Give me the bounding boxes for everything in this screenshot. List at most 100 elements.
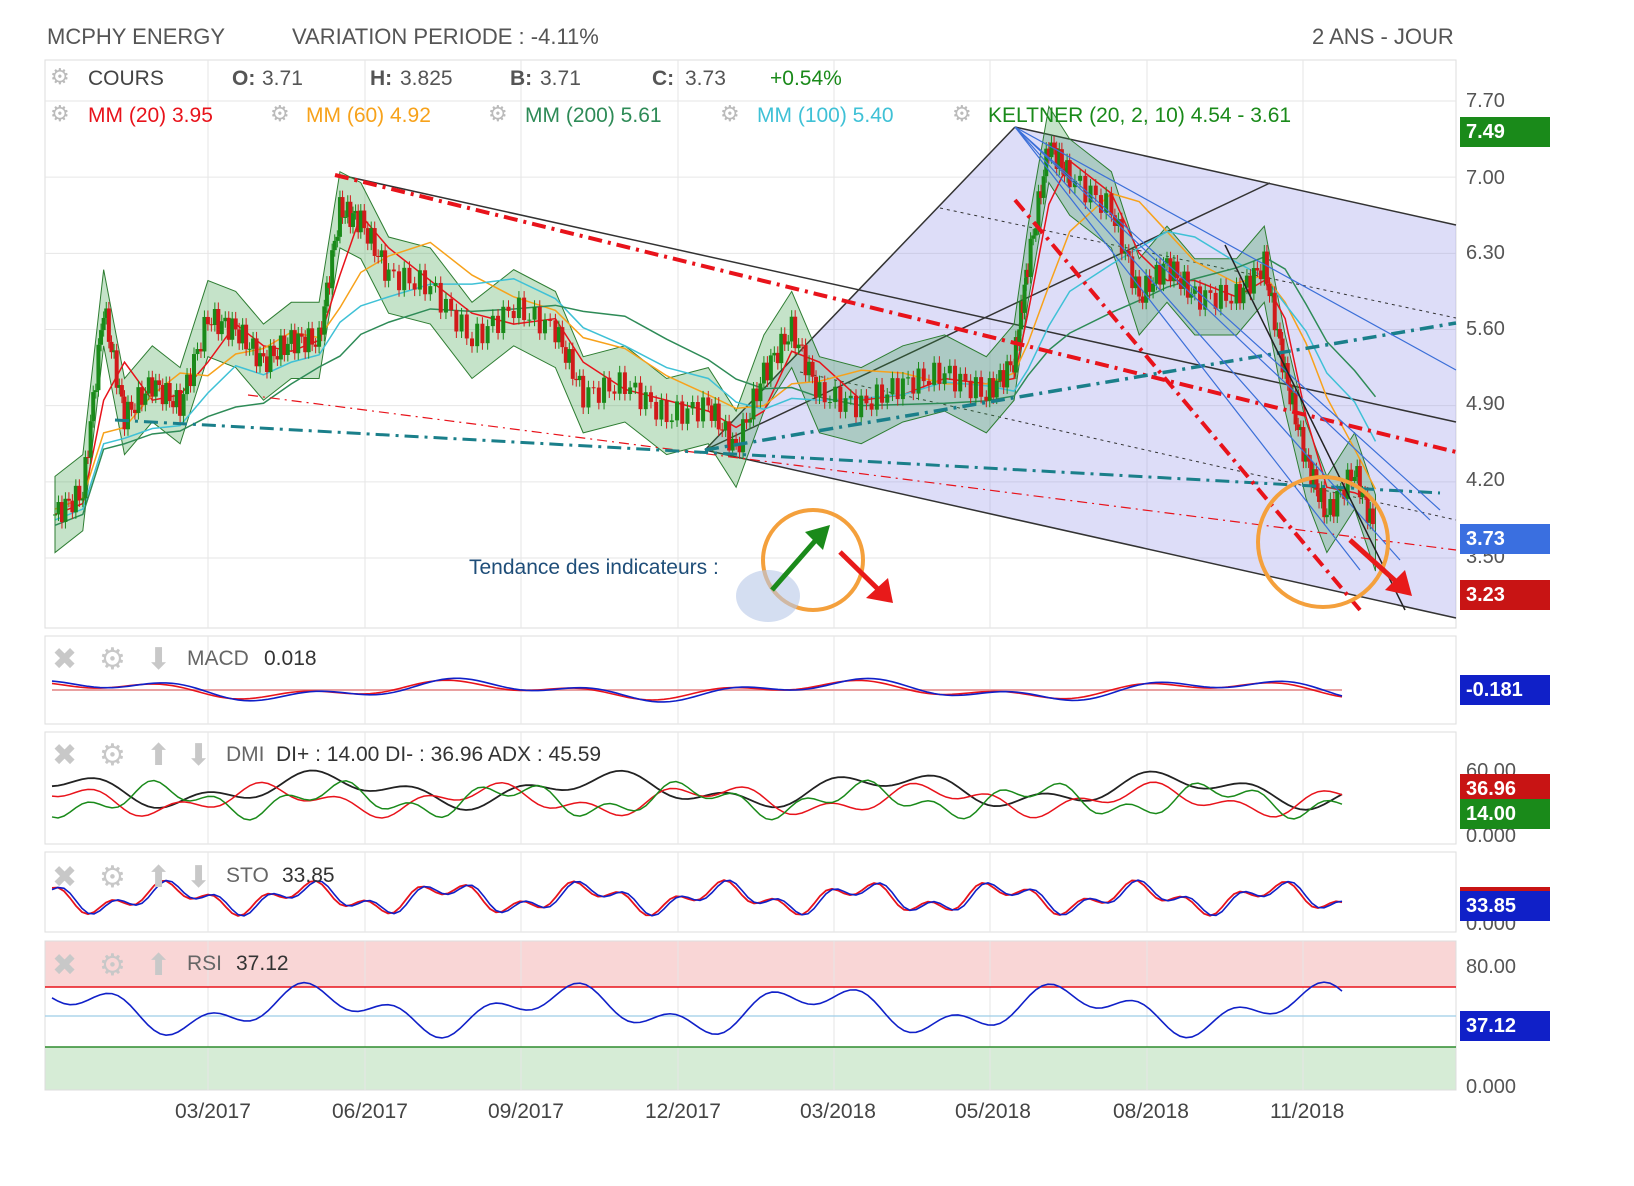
candle-body <box>817 382 822 398</box>
y-tick: 4.20 <box>1466 469 1505 491</box>
candle-body <box>643 392 648 410</box>
mm100-legend: MM (100) 5.40 <box>757 104 894 127</box>
arrow-up-icon[interactable]: ⬆ <box>146 739 172 772</box>
candle-body <box>782 333 787 345</box>
gear-icon[interactable]: ⚙ <box>952 101 972 126</box>
gear-icon[interactable]: ⚙ <box>50 64 70 89</box>
arrow-up-icon[interactable]: ⬆ <box>146 861 172 894</box>
rsi-y-bottom: 0.000 <box>1466 1076 1517 1098</box>
arrow-up-icon[interactable]: ⬆ <box>146 949 172 982</box>
candle-body <box>1057 149 1062 169</box>
candle-body <box>1026 269 1030 278</box>
candle-body <box>695 402 700 422</box>
candle-body <box>327 282 332 289</box>
candle-body <box>485 326 490 344</box>
candle-body <box>251 338 256 349</box>
gear-icon[interactable]: ⚙ <box>720 101 740 126</box>
x-tick: 06/2017 <box>332 1100 408 1123</box>
candle-body <box>223 317 228 322</box>
variation-label: VARIATION PERIODE : -4.11% <box>292 24 599 49</box>
close-icon[interactable]: ✖ <box>52 861 78 894</box>
candle-body <box>874 384 879 410</box>
arrow-down-icon[interactable]: ⬇ <box>146 643 172 676</box>
candle-body <box>313 344 318 347</box>
candle-body <box>324 282 329 307</box>
candle-body <box>219 321 224 335</box>
arrow-down-icon[interactable]: ⬇ <box>186 739 212 772</box>
candle-body <box>348 201 353 227</box>
candle-body <box>1317 489 1322 502</box>
candle-body <box>1251 268 1256 294</box>
candle-body <box>350 213 355 227</box>
candle-body <box>59 502 64 523</box>
pitchfork-median <box>704 182 1271 451</box>
candle-body <box>470 338 474 347</box>
close-icon[interactable]: ✖ <box>52 643 78 676</box>
macd-badge: -0.181 <box>1460 675 1550 705</box>
candle-body <box>1357 466 1362 498</box>
fan-line <box>1014 126 1431 521</box>
candle-body <box>516 297 521 319</box>
candle-body <box>607 377 612 392</box>
candle-body <box>345 201 350 217</box>
x-tick: 11/2018 <box>1270 1100 1345 1123</box>
gear-icon[interactable]: ⚙ <box>50 101 70 126</box>
candle-body <box>1168 258 1173 281</box>
candle-body <box>93 390 98 393</box>
candle-body <box>1264 251 1269 284</box>
candle-body <box>178 390 183 416</box>
period-label[interactable]: 2 ANS - JOUR <box>1312 24 1454 49</box>
candle-body <box>638 382 643 410</box>
candle-body <box>114 350 119 388</box>
candle-body <box>1309 461 1314 487</box>
candle-body <box>459 314 464 332</box>
gear-icon[interactable]: ⚙ <box>99 739 126 772</box>
price-arrow-head <box>1385 570 1412 596</box>
candle-body <box>1093 185 1098 196</box>
candle-body <box>1165 258 1169 264</box>
trendline-black-down <box>1224 244 1406 611</box>
price-arrow-shaft <box>1348 538 1402 587</box>
trend-circle <box>761 508 865 612</box>
candle-body <box>88 421 93 458</box>
gear-icon[interactable]: ⚙ <box>488 101 508 126</box>
candle-body <box>1319 487 1324 502</box>
candle-body <box>181 394 186 416</box>
candle-body <box>648 392 653 402</box>
close-icon[interactable]: ✖ <box>52 949 78 982</box>
fan-line <box>1014 126 1361 571</box>
candle-body <box>542 319 547 334</box>
candle-body <box>438 282 443 313</box>
mm60-legend: MM (60) 4.92 <box>306 104 431 127</box>
gear-icon[interactable]: ⚙ <box>99 643 126 676</box>
candle-body <box>1290 392 1295 405</box>
candle-body <box>814 376 819 398</box>
arrow-down-icon[interactable]: ⬇ <box>186 861 212 894</box>
candle-body <box>947 365 952 374</box>
close-icon[interactable]: ✖ <box>52 739 78 772</box>
gear-icon[interactable]: ⚙ <box>270 101 290 126</box>
candle-body <box>1288 384 1293 405</box>
candle-body <box>581 375 586 408</box>
rsi-oversold-zone <box>45 1047 1456 1090</box>
trendline-red-thin <box>247 394 1457 551</box>
candle-body <box>991 378 996 398</box>
candle-body <box>119 385 124 397</box>
candle-body <box>1270 292 1275 297</box>
candle-body <box>275 356 280 360</box>
candle-body <box>376 255 381 258</box>
candle-body <box>895 378 900 400</box>
candle-body <box>853 395 858 418</box>
candle-body <box>793 316 798 349</box>
candle-body <box>591 387 596 389</box>
candle-body <box>1262 251 1267 280</box>
x-tick: 03/2018 <box>800 1100 876 1123</box>
candle-body <box>1008 361 1013 366</box>
candle-body <box>744 419 749 423</box>
candle-body <box>240 324 245 344</box>
gear-icon[interactable]: ⚙ <box>99 861 126 894</box>
candle-body <box>741 419 746 453</box>
candle-body <box>171 401 176 408</box>
price-badge-high: 7.49 <box>1460 117 1550 147</box>
gear-icon[interactable]: ⚙ <box>99 949 126 982</box>
